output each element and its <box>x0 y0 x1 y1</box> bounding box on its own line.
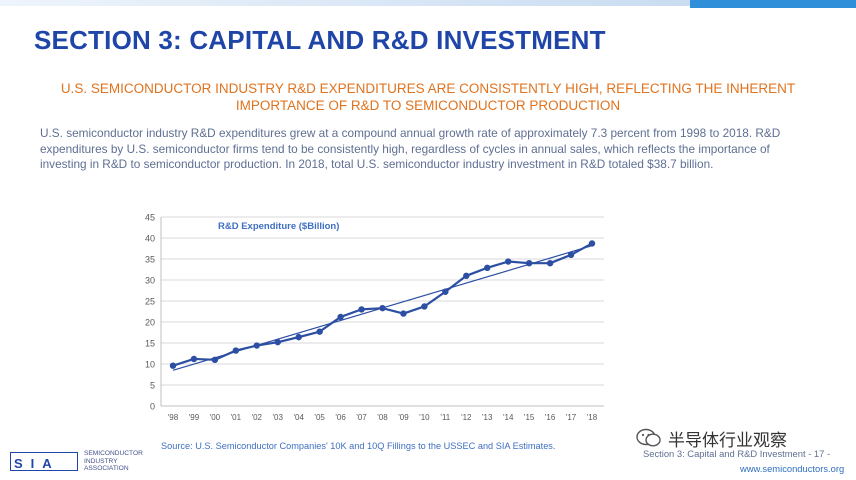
data-point <box>253 342 260 349</box>
x-tick-label: '16 <box>545 413 556 422</box>
y-tick-label: 5 <box>150 381 155 391</box>
sia-logo: SIA SEMICONDUCTOR INDUSTRY ASSOCIATION <box>10 450 143 474</box>
data-point <box>358 306 365 313</box>
data-point <box>295 333 302 341</box>
data-point <box>211 356 219 363</box>
body-paragraph: U.S. semiconductor industry R&D expendit… <box>40 126 781 172</box>
data-point <box>588 240 596 247</box>
y-tick-label: 20 <box>145 318 155 328</box>
data-point <box>484 264 491 272</box>
data-point <box>337 313 344 321</box>
y-tick-label: 0 <box>150 402 155 412</box>
data-point <box>316 328 323 335</box>
logo-wordmark: SEMICONDUCTOR INDUSTRY ASSOCIATION <box>84 450 143 473</box>
website-link[interactable]: www.semiconductors.org <box>740 463 845 474</box>
data-point <box>169 362 177 369</box>
y-tick-label: 40 <box>145 234 155 244</box>
watermark-text: 半导体行业观察 <box>668 430 787 451</box>
chart-title: R&D Expenditure ($Billion) <box>218 221 339 232</box>
logo-line: SEMICONDUCTOR <box>84 450 143 457</box>
logo-box: SIA <box>10 452 78 471</box>
y-tick-label: 25 <box>145 297 155 307</box>
x-tick-label: '12 <box>461 413 472 422</box>
source-note: Source: U.S. Semiconductor Companies' 10… <box>161 441 556 451</box>
wechat-icon <box>636 428 662 448</box>
data-point <box>546 260 554 267</box>
page-title: SECTION 3: CAPITAL AND R&D INVESTMENT <box>34 25 606 55</box>
x-tick-label: '00 <box>210 413 221 422</box>
data-point <box>505 258 512 265</box>
x-tick-label: '11 <box>440 413 450 422</box>
x-tick-label: '99 <box>189 413 200 422</box>
x-tick-label: '18 <box>587 413 598 422</box>
x-tick-label: '13 <box>482 413 493 422</box>
x-tick-label: '07 <box>356 413 367 422</box>
x-tick-label: '09 <box>398 413 409 422</box>
top-accent-bar <box>0 0 856 8</box>
data-point <box>232 347 240 354</box>
logo-line: ASSOCIATION <box>84 465 129 472</box>
x-tick-label: '15 <box>524 413 535 422</box>
x-tick-label: '01 <box>231 413 242 422</box>
logo-line: INDUSTRY <box>84 457 118 465</box>
top-gradient-band <box>0 0 690 6</box>
x-tick-label: '10 <box>419 413 430 422</box>
watermark: 半导体行业观察 <box>636 425 787 451</box>
x-tick-label: '14 <box>503 413 514 422</box>
data-point <box>379 304 386 312</box>
x-tick-label: '08 <box>377 413 388 422</box>
y-tick-label: 35 <box>145 255 155 265</box>
logo-letters: SIA <box>14 456 60 471</box>
data-point <box>190 355 198 363</box>
section-subtitle: U.S. SEMICONDUCTOR INDUSTRY R&D EXPENDIT… <box>60 81 796 113</box>
y-tick-label: 30 <box>145 276 155 286</box>
data-point <box>400 310 407 317</box>
x-tick-label: '03 <box>273 413 284 422</box>
x-tick-label: '98 <box>168 413 179 422</box>
top-blue-band <box>690 0 856 8</box>
y-tick-label: 10 <box>145 360 155 370</box>
data-point <box>525 260 533 267</box>
rd-expenditure-chart: 0 5 10 15 20 25 30 35 40 45 '98 '99 '00 '01 '02 '03 '04 '… <box>145 213 604 422</box>
x-tick-label: '06 <box>335 413 346 422</box>
data-point <box>463 272 470 279</box>
x-tick-label: '17 <box>566 413 577 422</box>
page-footer-label: Section 3: Capital and R&D Investment - … <box>643 448 831 459</box>
x-tick-label: '02 <box>252 413 263 422</box>
data-point <box>442 288 449 295</box>
x-tick-label: '05 <box>314 413 325 422</box>
y-tick-label: 45 <box>145 213 155 223</box>
data-point <box>567 251 575 258</box>
data-point <box>274 338 281 346</box>
data-point <box>421 303 428 310</box>
x-tick-label: '04 <box>293 413 304 422</box>
y-tick-label: 15 <box>145 339 155 349</box>
